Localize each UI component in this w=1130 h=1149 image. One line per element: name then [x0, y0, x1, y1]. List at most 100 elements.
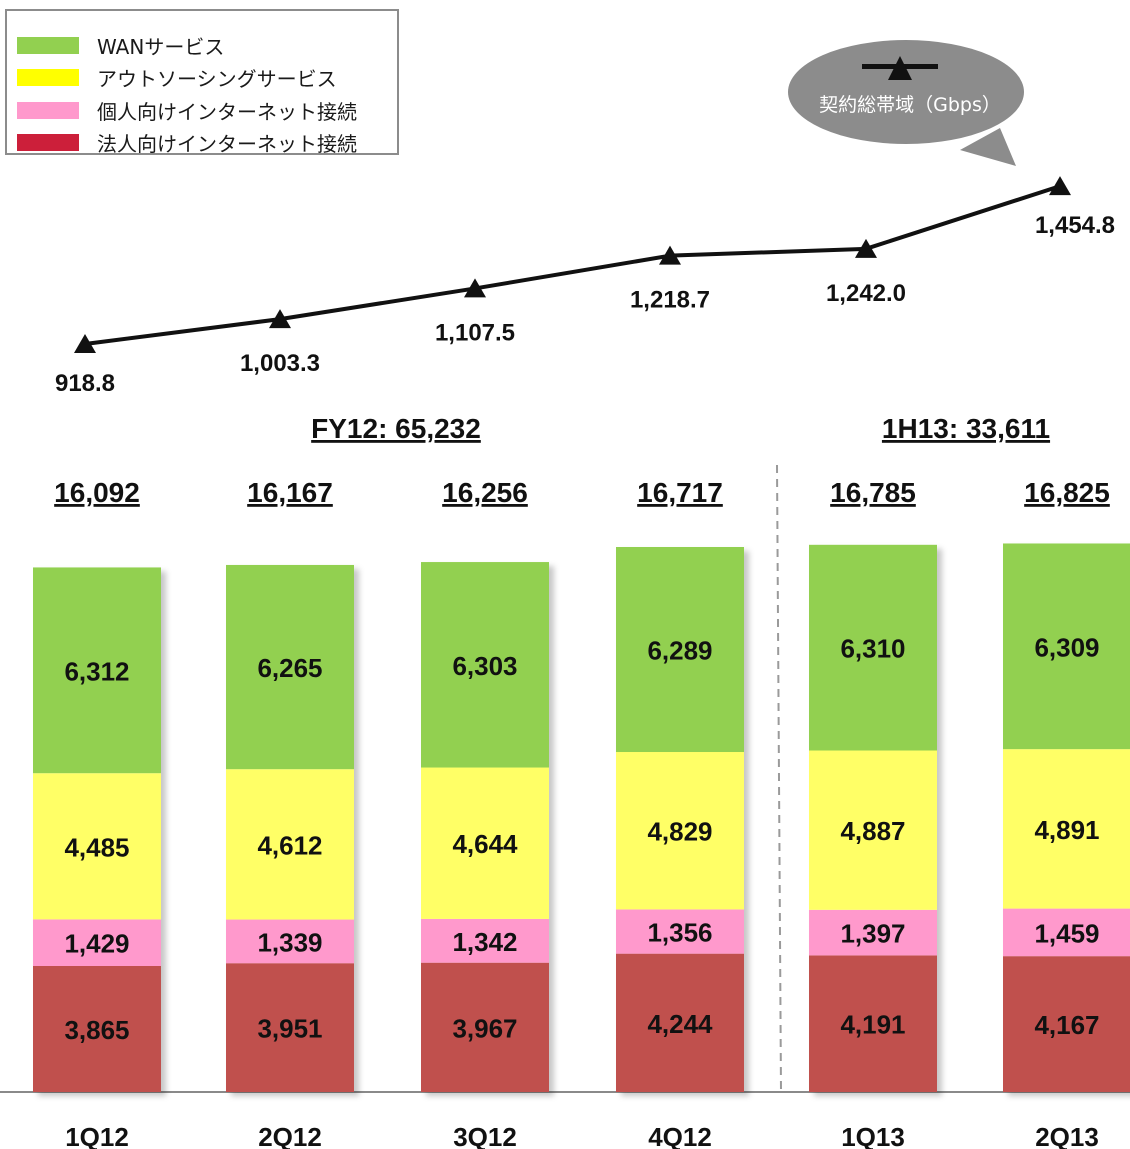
callout-label: 契約総帯域（Gbps） [819, 94, 1001, 116]
x-tick-label: 2Q13 [1035, 1122, 1099, 1149]
bar-value-label: 6,265 [257, 653, 322, 683]
bar-value-label: 4,891 [1034, 815, 1099, 845]
period-label-fy12: FY12: 65,232 [311, 413, 481, 444]
bandwidth-point-marker [659, 245, 681, 265]
bar-value-label: 1,342 [452, 927, 517, 957]
bar-segment-personal [226, 919, 354, 964]
bar-segment-wan [33, 567, 161, 774]
bar-total-label: 16,167 [247, 477, 333, 508]
bar-value-label: 3,865 [64, 1015, 129, 1045]
bar-stack: 4,244 1,356 4,829 6,289 16,717 4Q12 [616, 477, 744, 1149]
bar-segment-personal [33, 919, 161, 967]
bar-total-label: 16,256 [442, 477, 528, 508]
legend-swatch-outsourcing [17, 68, 79, 86]
legend-label-personal: 個人向けインターネット接続 [97, 99, 357, 124]
bar-total-label: 16,825 [1024, 477, 1110, 508]
legend-swatch-corporate [17, 133, 79, 151]
bar-value-label: 3,951 [257, 1014, 322, 1044]
x-tick-label: 4Q12 [648, 1122, 712, 1149]
bandwidth-callout [788, 40, 1024, 166]
x-tick-label: 1Q13 [841, 1122, 905, 1149]
bar-segment-outsourcing [616, 752, 744, 910]
bar-segment-wan [1003, 543, 1130, 750]
bandwidth-value-label: 918.8 [55, 370, 115, 397]
bar-segment-outsourcing [421, 767, 549, 919]
x-tick-label: 1Q12 [65, 1122, 129, 1149]
bandwidth-value-label: 1,218.7 [630, 287, 710, 314]
bar-stack: 4,167 1,459 4,891 6,309 16,825 2Q13 [1003, 477, 1130, 1149]
bar-segment-wan [226, 564, 354, 770]
bar-segment-corporate [616, 953, 744, 1092]
bandwidth-value-label: 1,454.8 [1035, 212, 1115, 239]
callout-bubble [788, 40, 1024, 144]
bar-segment-outsourcing [226, 769, 354, 920]
legend: WANサービス アウトソーシングサービス 個人向けインターネット接続 法人向けイ… [5, 9, 399, 157]
bar-value-label: 1,356 [647, 918, 712, 948]
legend-item-outsourcing: アウトソーシングサービス [17, 62, 337, 92]
bar-value-label: 4,644 [452, 829, 518, 859]
legend-swatch-personal [17, 101, 79, 119]
bar-segment-corporate [226, 963, 354, 1092]
bar-value-label: 1,459 [1034, 918, 1099, 948]
bar-segment-outsourcing [33, 773, 161, 920]
bandwidth-point-marker [464, 278, 486, 298]
bar-value-label: 4,167 [1034, 1010, 1099, 1040]
bar-value-label: 6,303 [452, 651, 517, 681]
bar-value-label: 4,244 [647, 1009, 713, 1039]
legend-item-corporate: 法人向けインターネット接続 [17, 127, 357, 157]
bandwidth-value-label: 1,003.3 [240, 350, 320, 377]
bar-value-label: 4,485 [64, 832, 129, 862]
callout-bubble-tail [960, 128, 1016, 166]
period-divider [776, 464, 782, 1093]
bandwidth-point-marker [74, 334, 96, 353]
bar-value-label: 6,310 [840, 634, 905, 664]
bar-segment-wan [616, 546, 744, 753]
bar-stack: 3,951 1,339 4,612 6,265 16,167 2Q12 [226, 477, 354, 1149]
bar-value-label: 1,339 [257, 927, 322, 957]
period-label-1h13: 1H13: 33,611 [882, 413, 1050, 444]
bar-segment-corporate [421, 962, 549, 1092]
bar-segment-corporate [33, 966, 161, 1092]
bar-value-label: 1,429 [64, 929, 129, 959]
bar-value-label: 6,309 [1034, 632, 1099, 662]
bar-total-label: 16,717 [637, 477, 723, 508]
bar-stack: 4,191 1,397 4,887 6,310 16,785 1Q13 [809, 477, 937, 1149]
bar-segment-personal [616, 909, 744, 954]
legend-label-outsourcing: アウトソーシングサービス [97, 66, 337, 91]
bar-value-label: 4,191 [840, 1010, 905, 1040]
bandwidth-series-line [84, 184, 1061, 346]
legend-item-wan: WANサービス [17, 30, 224, 60]
bar-value-label: 4,887 [840, 816, 905, 846]
bar-value-label: 3,967 [452, 1013, 517, 1043]
bar-segment-wan [421, 562, 549, 768]
bar-segment-wan [809, 544, 937, 751]
bar-segment-personal [809, 909, 937, 956]
x-tick-label: 3Q12 [453, 1122, 517, 1149]
bar-value-label: 4,829 [647, 817, 712, 847]
bandwidth-point-marker [269, 309, 291, 329]
bar-segment-outsourcing [1003, 749, 1130, 909]
legend-label-wan: WANサービス [97, 34, 225, 59]
bar-segment-personal [1003, 908, 1130, 957]
bandwidth-line: 918.8 1,003.3 1,107.5 1,218.7 1,242.0 1,454.8 [55, 176, 1115, 397]
bar-segment-personal [421, 918, 549, 963]
bar-segment-corporate [1003, 956, 1130, 1092]
legend-swatch-wan [17, 36, 79, 54]
bar-stack: 3,967 1,342 4,644 6,303 16,256 3Q12 [421, 477, 549, 1149]
legend-item-personal: 個人向けインターネット接続 [17, 95, 357, 125]
bandwidth-value-label: 1,242.0 [826, 280, 906, 307]
bar-total-label: 16,785 [830, 477, 916, 508]
bar-value-label: 6,289 [647, 636, 712, 666]
bar-total-label: 16,092 [54, 477, 140, 508]
bar-value-label: 6,312 [64, 656, 129, 686]
stacked-bars: 3,865 1,429 4,485 6,312 16,092 1Q12 3,951 1,339… [33, 477, 1130, 1149]
x-tick-label: 2Q12 [258, 1122, 322, 1149]
bar-segment-outsourcing [809, 750, 937, 910]
bandwidth-point-marker [855, 238, 877, 258]
bar-value-label: 4,612 [257, 830, 322, 860]
bar-segment-corporate [809, 955, 937, 1092]
bar-value-label: 1,397 [840, 919, 905, 949]
bar-stack: 3,865 1,429 4,485 6,312 16,092 1Q12 [33, 477, 161, 1149]
triangle-marker-icon [862, 56, 938, 80]
